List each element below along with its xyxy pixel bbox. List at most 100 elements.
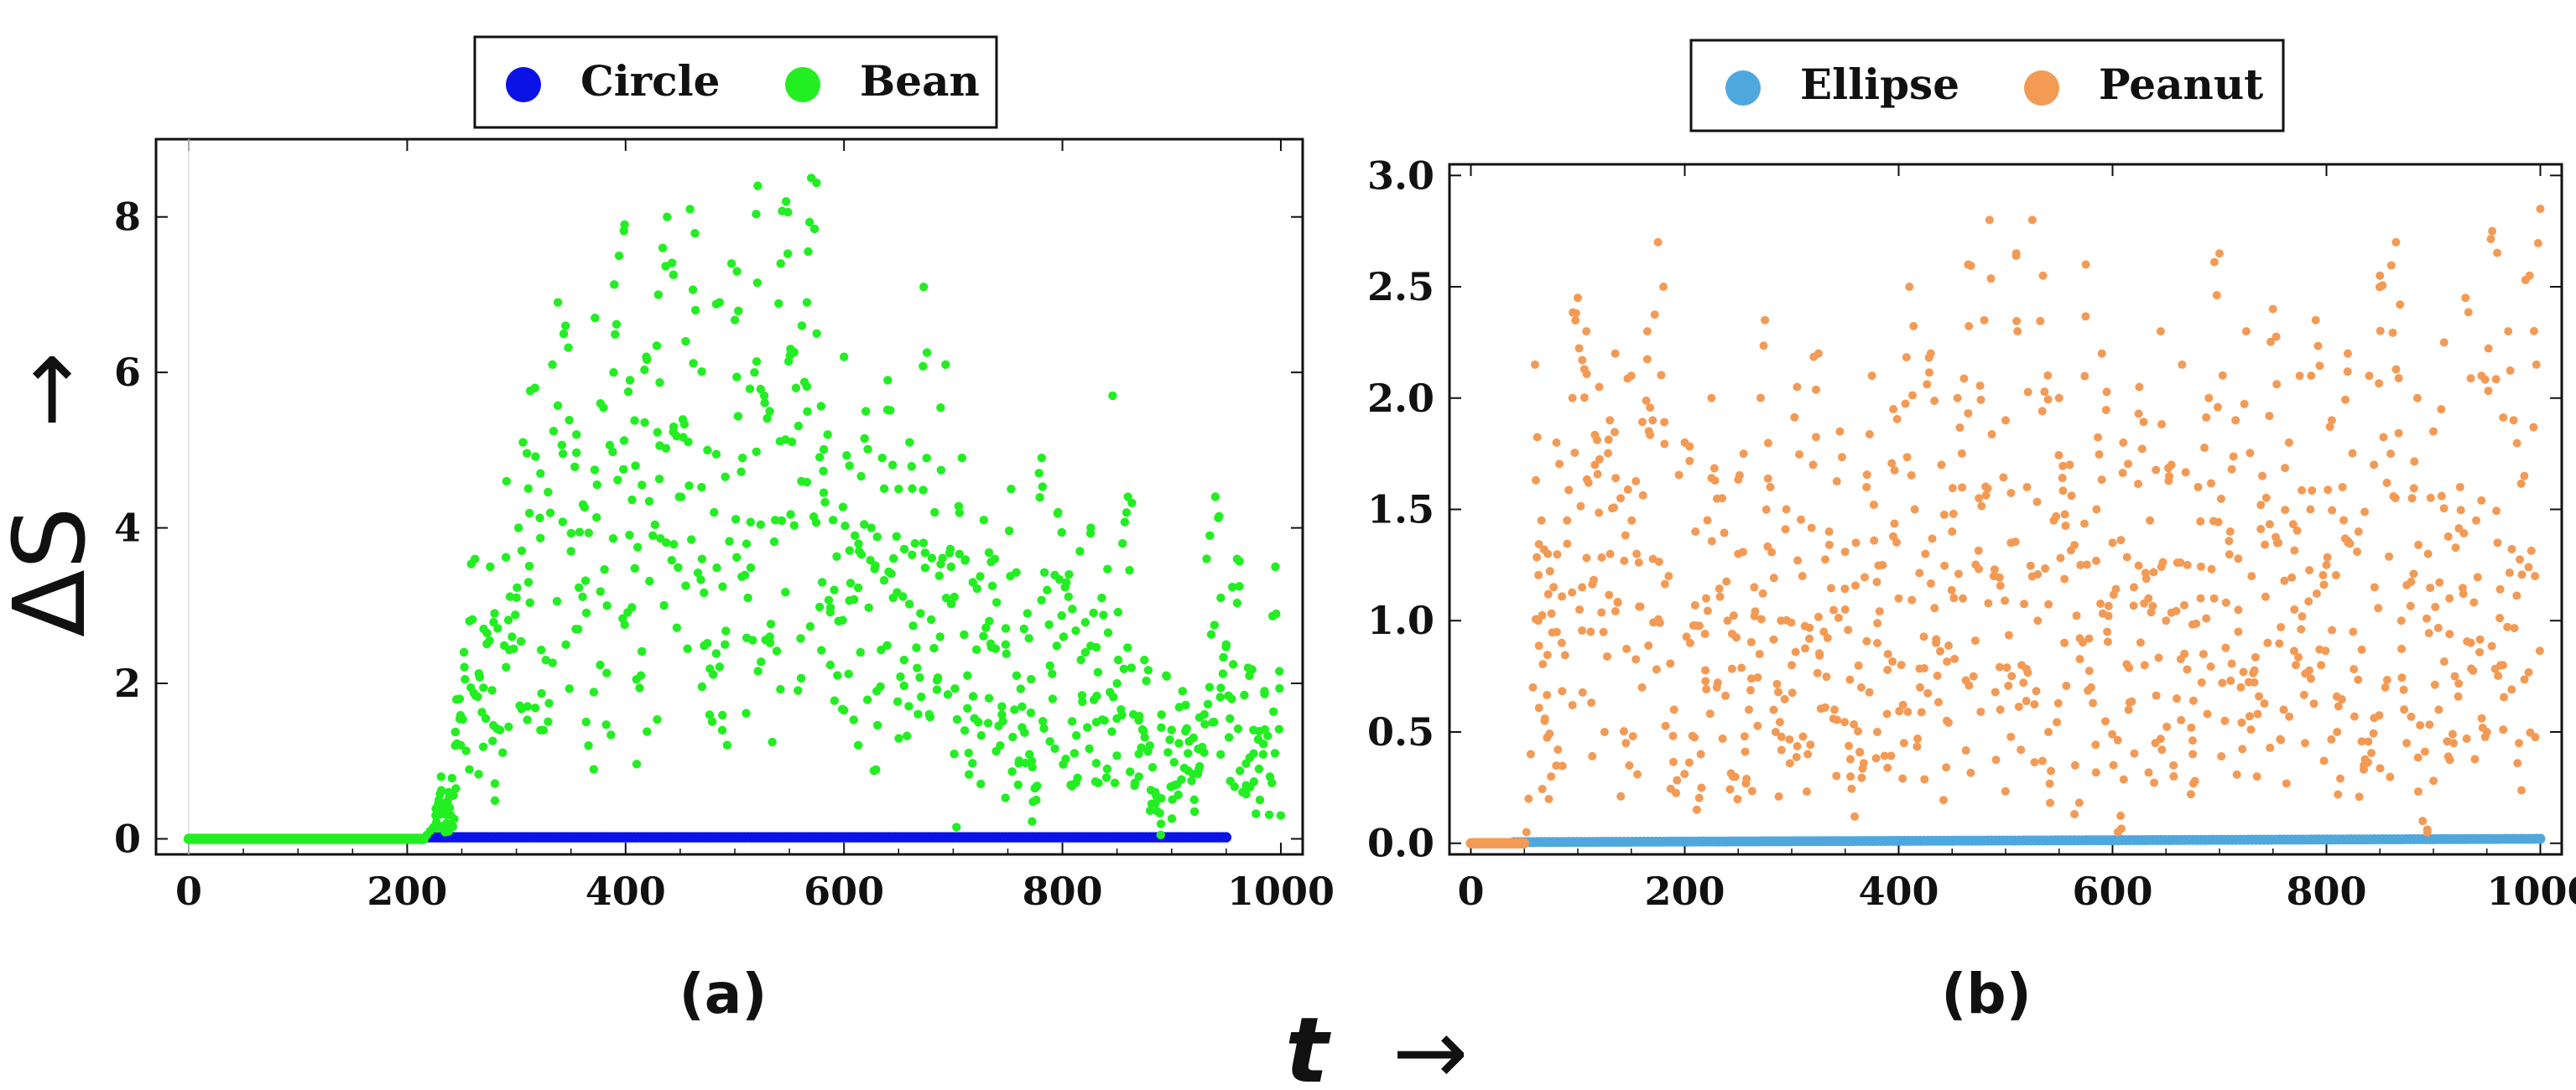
b-peanut-point — [2002, 663, 2011, 672]
a-bean-point — [537, 688, 546, 698]
b-peanut-point — [1767, 548, 1777, 557]
a-bean-point — [1145, 806, 1155, 816]
b-peanut-point — [2307, 674, 2316, 683]
a-bean-point — [459, 647, 469, 657]
b-peanut-point — [2312, 589, 2321, 598]
a-bean-point — [573, 625, 583, 634]
a-bean-point — [765, 407, 774, 416]
b-peanut-point — [2209, 257, 2219, 267]
a-bean-point — [445, 803, 455, 812]
b-peanut-point — [1995, 573, 2004, 582]
a-bean-point — [1123, 643, 1132, 652]
a-bean-point — [1024, 634, 1033, 643]
a-bean-point — [1001, 624, 1011, 633]
a-bean-point — [1021, 758, 1030, 768]
b-peanut-point — [1883, 763, 1892, 772]
a-bean-point — [566, 547, 575, 556]
a-bean-point — [684, 481, 694, 490]
b-peanut-point — [2333, 727, 2342, 736]
a-bean-point — [919, 538, 929, 548]
b-peanut-point — [1646, 430, 1655, 439]
a-bean-point — [766, 620, 776, 629]
b-peanut-point — [2261, 540, 2270, 549]
b-peanut-point — [2516, 555, 2525, 564]
b-peanut-point — [2272, 380, 2282, 389]
a-bean-point — [876, 682, 885, 692]
a-bean-point — [845, 461, 854, 470]
a-bean-point — [1224, 733, 1234, 742]
b-peanut-point — [1930, 397, 1939, 406]
b-peanut-point — [1953, 393, 1962, 402]
b-peanut-point — [2386, 772, 2395, 781]
b-peanut-point — [2017, 745, 2026, 755]
b-peanut-point — [2420, 747, 2429, 756]
b-xtick-label-1: 200 — [1644, 869, 1725, 914]
b-peanut-point — [1715, 584, 1724, 594]
b-peanut-point — [1547, 772, 1556, 781]
b-peanut-point — [2255, 692, 2264, 701]
a-bean-point — [919, 282, 929, 292]
a-bean-point — [1012, 568, 1021, 577]
b-peanut-point — [2281, 506, 2290, 515]
b-peanut-point — [1685, 638, 1694, 647]
b-peanut-point — [2412, 393, 2422, 402]
a-bean-point — [448, 822, 458, 832]
a-bean-point — [561, 321, 570, 330]
b-peanut-point — [1769, 705, 1778, 714]
a-bean-point — [558, 449, 568, 459]
a-bean-point — [1260, 724, 1270, 734]
b-peanut-point — [1539, 545, 1548, 554]
a-bean-point — [523, 484, 533, 493]
b-peanut-point — [2062, 681, 2071, 690]
b-peanut-point — [1862, 470, 1871, 480]
b-peanut-point — [2376, 271, 2385, 280]
a-bean-point — [929, 643, 939, 653]
a-bean-point — [703, 638, 712, 648]
a-bean-point — [854, 539, 863, 548]
b-peanut-point — [1837, 453, 1846, 462]
b-peanut-point — [2495, 584, 2505, 594]
a-bean-point — [866, 523, 876, 532]
a-bean-point — [1119, 664, 1129, 673]
b-peanut-point — [2364, 737, 2373, 746]
a-bean-point — [589, 765, 599, 774]
a-bean-point — [753, 181, 762, 190]
b-peanut-point — [2070, 809, 2079, 818]
a-bean-point — [1194, 713, 1205, 722]
b-peanut-point — [1533, 433, 1542, 442]
a-bean-point — [1048, 694, 1058, 703]
a-bean-point — [523, 578, 533, 587]
b-peanut-point — [2237, 718, 2246, 727]
b-peanut-point — [2355, 792, 2364, 802]
a-bean-point — [507, 632, 517, 641]
b-peanut-point — [2187, 723, 2196, 732]
a-bean-point — [536, 533, 545, 543]
a-bean-point — [608, 447, 617, 457]
a-bean-point — [584, 740, 593, 750]
b-peanut-point — [2506, 366, 2515, 375]
a-bean-point — [730, 315, 740, 324]
a-bean-point — [952, 714, 962, 724]
a-bean-point — [1017, 702, 1027, 712]
a-bean-point — [466, 559, 476, 568]
a-bean-point — [926, 615, 936, 625]
b-peanut-point — [2241, 327, 2251, 336]
b-peanut-point — [1847, 784, 1856, 793]
a-bean-point — [504, 722, 513, 731]
b-peanut-point — [1919, 632, 1928, 641]
b-peanut-point — [2135, 382, 2144, 392]
b-peanut-point — [2301, 669, 2310, 678]
b-peanut-point — [1824, 540, 1834, 549]
a-bean-point — [904, 600, 914, 609]
b-peanut-point — [2334, 790, 2343, 799]
a-bean-point — [525, 598, 534, 608]
a-bean-point — [490, 796, 500, 806]
a-bean-point — [478, 742, 488, 751]
b-peanut-point — [1537, 516, 1546, 525]
b-peanut-point — [1611, 606, 1620, 615]
b-peanut-point — [2292, 526, 2302, 535]
a-bean-point — [681, 581, 690, 590]
b-peanut-point — [1623, 374, 1632, 383]
a-bean-point — [1001, 640, 1011, 649]
b-peanut-point — [1985, 215, 1994, 225]
